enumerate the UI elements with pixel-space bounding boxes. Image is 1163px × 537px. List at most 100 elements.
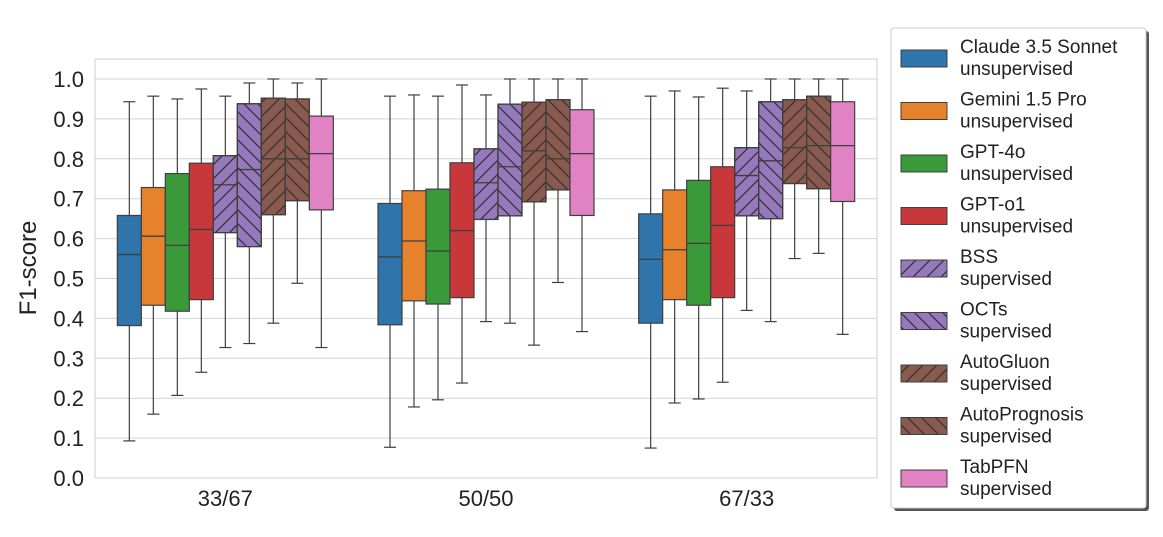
box-autoprognosis [806,78,832,254]
y-tick-label: 0.2 [53,386,84,411]
box-body [188,162,214,301]
box-autogluon [521,78,547,346]
y-tick-label: 0.4 [53,306,84,331]
y-tick-label: 1.0 [53,67,84,92]
box-autoprognosis [545,78,571,284]
legend-sublabel: supervised [960,427,1052,448]
box-hatch [497,103,523,217]
box-body [377,202,403,326]
box-bss [734,90,760,312]
legend-sublabel: unsupervised [960,59,1073,80]
y-tick-label: 0.1 [53,426,84,451]
legend-sublabel: supervised [960,479,1052,500]
box-hatch [284,98,310,202]
y-tick-label: 0.6 [53,227,84,252]
box-series [116,78,856,449]
legend-label: BSS [960,247,998,268]
box-gpt-4o [164,98,190,397]
box-hatch [212,155,238,234]
box-gemini-1-5-pro [662,90,688,404]
legend-box [890,27,1147,509]
box-gpt-4o [686,96,712,400]
legend-label: GPT-4o [960,142,1025,163]
box-octs [497,78,523,324]
box-body [710,166,736,299]
box-gpt-o1 [188,88,214,373]
legend-sublabel: unsupervised [960,112,1073,133]
box-hatch [806,95,832,190]
legend-label: Claude 3.5 Sonnet [960,37,1118,58]
y-axis-label: F1-score [15,221,42,316]
box-gpt-o1 [449,84,475,384]
legend-swatch [900,154,948,173]
legend-label: TabPFN [960,457,1029,478]
box-tabpfn [569,78,595,333]
box-octs [236,82,262,345]
box-body [662,189,688,301]
box-body [638,213,664,324]
legend-swatch-hatch [900,259,948,278]
y-tick-label: 0.0 [53,466,84,491]
box-tabpfn [308,78,334,349]
box-hatch [545,99,571,191]
box-gemini-1-5-pro [401,94,427,408]
box-body [164,172,190,312]
y-tick-label: 0.8 [53,147,84,172]
box-body [569,109,595,217]
legend-swatch [900,102,948,120]
legend-swatch [900,49,948,68]
x-tick-label: 50/50 [458,486,513,511]
legend-sublabel: supervised [960,374,1052,395]
legend-label: GPT-o1 [960,195,1025,216]
x-tick-label: 67/33 [719,486,774,511]
legend-label: Gemini 1.5 Pro [960,90,1087,111]
box-tabpfn [830,78,856,335]
box-claude-3-5-sonnet [377,95,403,448]
box-body [830,101,856,203]
box-body [308,115,334,211]
box-hatch [236,103,262,248]
box-gpt-o1 [710,87,736,383]
box-autoprognosis [284,82,310,284]
box-gemini-1-5-pro [140,95,166,415]
legend-swatch [900,469,948,488]
legend-sublabel: unsupervised [960,217,1073,238]
box-autogluon [782,78,808,260]
legend-label: AutoGluon [960,352,1050,373]
y-tick-label: 0.5 [53,267,84,292]
box-body [425,188,451,305]
box-body [401,190,427,302]
legend-sublabel: supervised [960,269,1052,290]
box-hatch [782,99,808,185]
x-tick-label: 33/67 [198,486,253,511]
box-claude-3-5-sonnet [638,95,664,449]
legend-sublabel: supervised [960,322,1052,343]
legend-swatch-hatch [900,312,948,330]
x-axis-ticks: 33/67 50/50 67/33 [198,486,774,511]
box-body [116,214,142,327]
box-hatch [521,101,547,203]
legend-label: AutoPrognosis [960,405,1084,426]
box-hatch [473,148,499,221]
legend-swatch-hatch [900,417,948,435]
legend-sublabel: unsupervised [960,164,1073,185]
y-tick-label: 0.3 [53,346,84,371]
box-gpt-4o [425,95,451,401]
box-hatch [260,97,286,216]
legend-swatch-hatch [900,364,948,383]
legend-label: OCTs [960,300,1008,321]
y-tick-label: 0.9 [53,107,84,132]
y-tick-label: 0.7 [53,187,84,212]
legend-swatch [900,207,948,225]
